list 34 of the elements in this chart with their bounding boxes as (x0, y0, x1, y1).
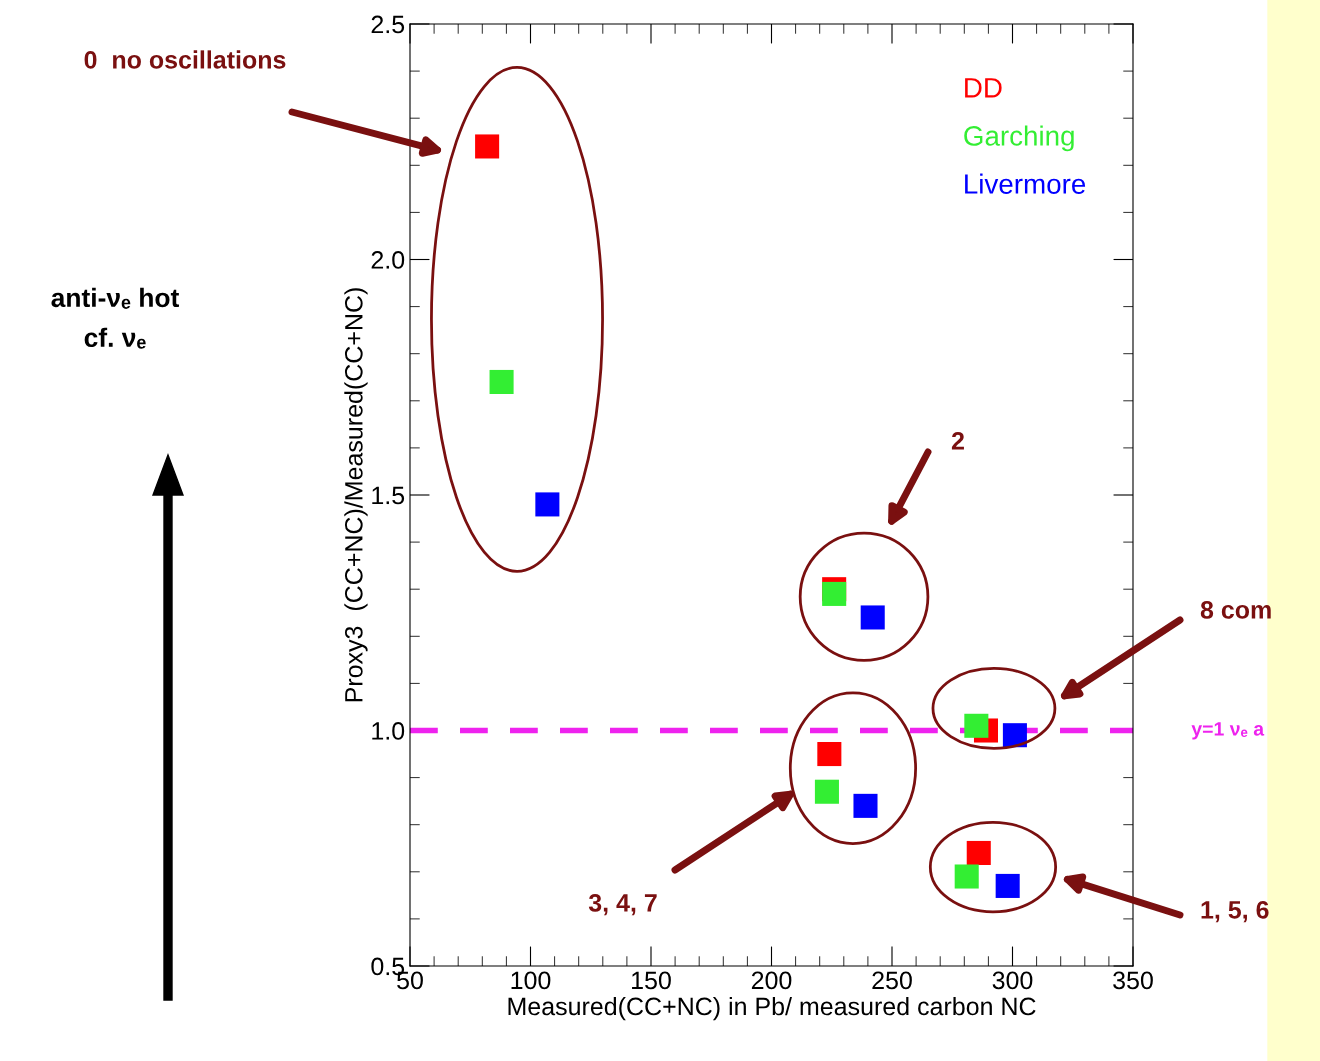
y-tick-label: 2.0 (371, 251, 405, 269)
x-axis-title: Measured(CC+NC) in Pb/ measured carbon NC (508, 996, 1036, 1021)
point (966, 840, 991, 865)
point (954, 864, 979, 889)
text: Livermore (965, 173, 1086, 194)
annotation: 3, 4, 7 (588, 894, 657, 916)
point (814, 779, 839, 804)
text: DD (965, 78, 1002, 98)
y-tick-label: 1.0 (372, 722, 405, 740)
text: 0 no oscillations (84, 50, 286, 69)
annotation: 2 (951, 432, 964, 450)
text: anti-νₑ hot cf. νₑ (51, 287, 180, 349)
x-tick-label: 300 (992, 971, 1033, 990)
text: 1, 5, 6 (1201, 901, 1269, 923)
point (995, 873, 1020, 898)
y-axis-title: Proxy3 (CC+NC)/Measured(CC+NC) (344, 288, 368, 702)
point (535, 492, 560, 517)
x-tick-label: 150 (632, 971, 671, 990)
text: 8 com (1200, 601, 1271, 619)
y-tick-label: 2.5 (371, 15, 405, 34)
x-tick-label: 200 (751, 971, 792, 990)
x-tick-label: 250 (872, 971, 912, 990)
point (1002, 723, 1027, 748)
point (817, 742, 842, 767)
y-tick-label: 1.5 (372, 486, 405, 505)
point (964, 713, 989, 738)
point (853, 793, 878, 818)
point (860, 605, 885, 630)
ref-line-label: y=1 νₑ a (1191, 722, 1265, 740)
x-tick-label: 350 (1113, 971, 1153, 990)
point (475, 134, 500, 159)
text: Garching (964, 125, 1074, 152)
point (489, 369, 514, 394)
x-tick-label: 100 (511, 971, 551, 990)
